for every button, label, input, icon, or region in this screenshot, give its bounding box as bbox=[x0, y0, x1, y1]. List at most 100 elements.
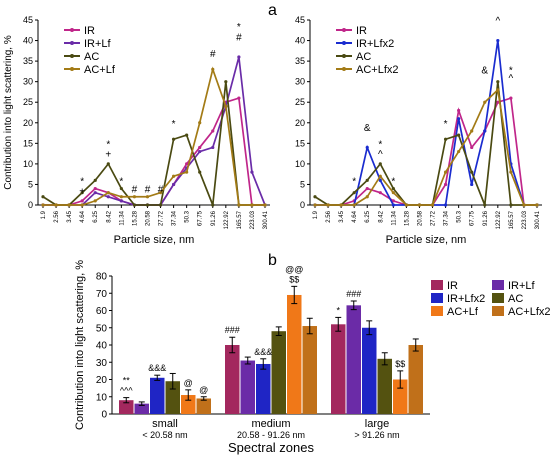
legend-label: AC+Lf bbox=[447, 306, 479, 318]
x-tick-label: 4.64 bbox=[80, 210, 86, 222]
legend-label: IR+Lf bbox=[508, 280, 536, 292]
data-point bbox=[483, 203, 487, 207]
data-point bbox=[237, 203, 241, 207]
legend-label: IR+Lfx2 bbox=[447, 293, 485, 305]
bar bbox=[165, 381, 180, 414]
y-tick-label: 30 bbox=[295, 77, 305, 87]
x-tick-label: 3.45 bbox=[339, 210, 345, 222]
data-point bbox=[41, 203, 45, 207]
data-point bbox=[509, 203, 513, 207]
data-point bbox=[470, 145, 474, 150]
y-tick-label: 0 bbox=[28, 200, 33, 210]
y-tick-label: 25 bbox=[23, 97, 33, 107]
x-tick-label: 27.72 bbox=[431, 210, 437, 226]
significance-marker: & bbox=[364, 123, 371, 134]
y-tick-label: 20 bbox=[96, 375, 108, 386]
x-tick-label: 20.58 bbox=[145, 210, 151, 226]
line-chart-left: 0 5 10 15 20 25 30 35 40 45 1.9 2.56 3.45 4.64 6.25 8.4… bbox=[3, 15, 270, 246]
data-point bbox=[145, 203, 150, 207]
bar bbox=[150, 377, 165, 414]
x-tick-label: 8.42 bbox=[378, 210, 384, 222]
x-tick-label: 300.41 bbox=[535, 210, 541, 229]
data-point bbox=[404, 203, 409, 207]
legend-label: IR bbox=[356, 25, 367, 37]
bar bbox=[331, 324, 346, 414]
significance-marker: @@ bbox=[285, 264, 303, 274]
data-point bbox=[54, 203, 58, 207]
legend-marker bbox=[342, 67, 346, 71]
significance-marker: &&& bbox=[148, 363, 166, 373]
x-axis-title: Spectral zones bbox=[228, 440, 314, 455]
data-point bbox=[211, 145, 215, 150]
data-point bbox=[158, 203, 163, 207]
significance-marker: $$ bbox=[289, 274, 299, 284]
x-tick-label: 122.92 bbox=[496, 210, 502, 229]
data-point bbox=[237, 96, 241, 100]
y-tick-label: 40 bbox=[295, 36, 305, 46]
significance-marker: @ bbox=[184, 378, 193, 388]
series-line bbox=[315, 96, 537, 206]
y-tick-label: 5 bbox=[300, 179, 305, 189]
significance-marker: &&& bbox=[254, 347, 272, 357]
legend-marker bbox=[342, 28, 346, 32]
y-tick-label: 0 bbox=[101, 410, 107, 421]
y-tick-label: 25 bbox=[295, 97, 305, 107]
legend-label: AC bbox=[84, 51, 99, 63]
y-tick-label: 40 bbox=[96, 341, 108, 352]
data-point bbox=[365, 145, 369, 150]
legend-swatch bbox=[492, 280, 504, 290]
data-point bbox=[496, 38, 500, 43]
x-tick-label: 67.75 bbox=[198, 210, 204, 226]
data-point bbox=[483, 100, 487, 104]
data-point bbox=[237, 55, 241, 59]
legend-label: AC+Lfx2 bbox=[356, 64, 399, 76]
y-tick-label: 10 bbox=[23, 159, 33, 169]
data-point bbox=[224, 104, 228, 108]
data-point bbox=[365, 186, 369, 191]
data-point bbox=[185, 170, 189, 174]
significance-marker: * bbox=[391, 176, 395, 187]
data-point bbox=[211, 129, 215, 133]
data-point bbox=[106, 195, 110, 199]
data-point bbox=[443, 170, 448, 174]
y-tick-label: 45 bbox=[23, 15, 33, 25]
panel-label-b: b bbox=[268, 252, 277, 269]
data-point bbox=[483, 129, 487, 133]
data-point bbox=[132, 203, 137, 207]
data-point bbox=[365, 178, 369, 182]
data-point bbox=[224, 80, 228, 84]
data-point bbox=[198, 170, 202, 174]
x-tick-label: 2.56 bbox=[54, 210, 60, 222]
data-point bbox=[457, 117, 461, 121]
data-point bbox=[470, 170, 474, 174]
legend-label: AC bbox=[356, 51, 371, 63]
data-point bbox=[119, 199, 123, 203]
data-point bbox=[378, 191, 382, 195]
legend-marker bbox=[70, 28, 74, 32]
y-tick-label: 60 bbox=[96, 306, 108, 317]
x-tick-label: 3.45 bbox=[67, 210, 73, 222]
x-tick-label: 15.28 bbox=[132, 210, 138, 226]
data-point bbox=[145, 195, 150, 199]
significance-marker: * bbox=[119, 176, 123, 187]
data-point bbox=[391, 203, 395, 207]
legend-marker bbox=[70, 54, 74, 58]
data-point bbox=[378, 162, 382, 166]
bar bbox=[393, 379, 408, 414]
data-point bbox=[80, 203, 84, 207]
y-tick-label: 30 bbox=[96, 358, 108, 369]
data-point bbox=[496, 88, 500, 92]
data-point bbox=[198, 149, 202, 154]
bar bbox=[225, 345, 240, 414]
x-tick-label: 15.28 bbox=[404, 210, 410, 226]
data-point bbox=[198, 145, 202, 150]
category-label: large bbox=[365, 418, 389, 430]
bar bbox=[377, 358, 392, 414]
bar bbox=[196, 398, 211, 414]
category-label: small bbox=[152, 418, 178, 430]
data-point bbox=[106, 191, 110, 195]
bar bbox=[134, 403, 149, 414]
data-point bbox=[352, 191, 356, 195]
legend-swatch bbox=[492, 306, 504, 316]
data-point bbox=[496, 100, 500, 104]
